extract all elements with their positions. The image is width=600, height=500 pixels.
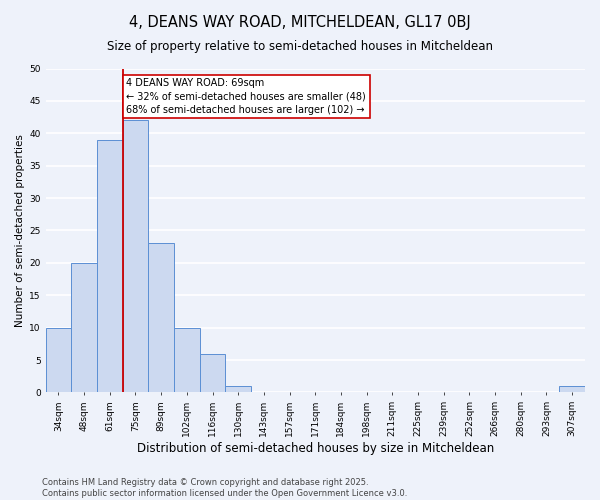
Bar	[97, 140, 122, 392]
Bar	[46, 328, 71, 392]
X-axis label: Distribution of semi-detached houses by size in Mitcheldean: Distribution of semi-detached houses by …	[137, 442, 494, 455]
Text: 4, DEANS WAY ROAD, MITCHELDEAN, GL17 0BJ: 4, DEANS WAY ROAD, MITCHELDEAN, GL17 0BJ	[129, 15, 471, 30]
Bar	[148, 244, 174, 392]
Text: 4 DEANS WAY ROAD: 69sqm
← 32% of semi-detached houses are smaller (48)
68% of se: 4 DEANS WAY ROAD: 69sqm ← 32% of semi-de…	[127, 78, 366, 114]
Bar	[71, 263, 97, 392]
Bar	[559, 386, 585, 392]
Y-axis label: Number of semi-detached properties: Number of semi-detached properties	[15, 134, 25, 327]
Bar	[226, 386, 251, 392]
Bar	[174, 328, 200, 392]
Text: Contains HM Land Registry data © Crown copyright and database right 2025.
Contai: Contains HM Land Registry data © Crown c…	[42, 478, 407, 498]
Text: Size of property relative to semi-detached houses in Mitcheldean: Size of property relative to semi-detach…	[107, 40, 493, 53]
Bar	[200, 354, 226, 393]
Bar	[122, 120, 148, 392]
